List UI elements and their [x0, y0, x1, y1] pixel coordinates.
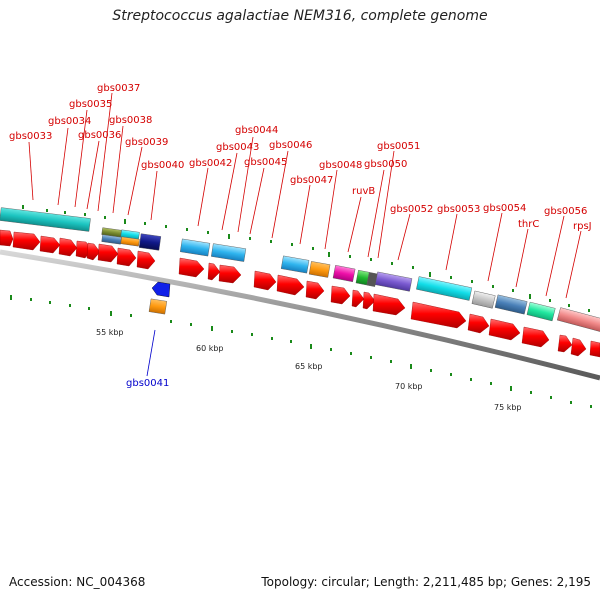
map-title: Streptococcus agalactiae NEM316, complet…: [112, 8, 488, 24]
cds-arrow: [12, 231, 41, 251]
cds-arrow: [305, 280, 325, 300]
cds-arrow: [0, 229, 14, 247]
scale-label: 55 kbp: [96, 328, 124, 337]
gene-label: gbs0040: [141, 160, 184, 171]
gene-label: gbs0042: [189, 158, 232, 169]
gene-label: gbs0048: [319, 160, 362, 171]
cds-arrow: [557, 334, 573, 353]
cds-arrow: [276, 274, 305, 296]
gene-label: gbs0045: [244, 157, 287, 168]
cds-arrow: [372, 293, 406, 316]
gene-label: gbs0036: [78, 130, 121, 141]
cds-arrow: [467, 313, 490, 334]
gene-label: ruvB: [352, 186, 375, 197]
scale-label: 70 kbp: [395, 382, 423, 391]
gene-reverse-orange: [148, 298, 168, 315]
scale-label: 75 kbp: [494, 403, 522, 412]
cds-arrow: [330, 285, 351, 305]
gene-label: gbs0038: [109, 115, 152, 126]
gene-label: gbs0039: [125, 137, 168, 148]
cds-arrow: [97, 243, 119, 263]
scale-label: 65 kbp: [295, 362, 323, 371]
cds-arrow: [589, 340, 600, 358]
gene-label: gbs0037: [97, 83, 140, 94]
gene-block: [526, 301, 556, 322]
scale-label-group: 55 kbp 60 kbp 65 kbp 70 kbp 75 kbp: [96, 328, 522, 412]
gene-label-group: gbs0033 gbs0034 gbs0035 gbs0036 gbs0037 …: [9, 83, 592, 232]
gene-reverse-blue: [151, 281, 171, 298]
cds-arrow: [488, 318, 521, 341]
gene-block: [120, 236, 140, 247]
gene-block: [0, 207, 91, 232]
gene-label: gbs0053: [437, 204, 480, 215]
cds-arrow: [86, 242, 101, 261]
gene-block: [374, 271, 413, 292]
gene-block: [180, 238, 211, 257]
tick-row-lower: [10, 295, 592, 408]
gene-block: [308, 261, 331, 278]
gene-label: thrC: [518, 219, 539, 230]
cds-arrow: [362, 291, 376, 310]
cds-arrow: [116, 247, 137, 267]
gene-block: [332, 264, 356, 283]
cds-arrow: [253, 270, 277, 291]
genome-backbone: [0, 249, 600, 381]
gene-label: gbs0052: [390, 204, 433, 215]
scale-label: 60 kbp: [196, 344, 224, 353]
gene-block: [556, 307, 600, 332]
cds-arrow: [218, 264, 242, 284]
cds-arrow: [570, 337, 587, 357]
cds-arrow: [410, 301, 467, 329]
gene-label: gbs0034: [48, 116, 91, 127]
gene-label-blue: gbs0041: [126, 378, 169, 389]
cds-arrow: [178, 257, 205, 278]
gene-block: [138, 233, 162, 251]
gene-label: gbs0054: [483, 203, 526, 214]
cds-arrow: [521, 326, 550, 348]
gene-block: [471, 290, 496, 309]
cds-arrow: [351, 289, 365, 308]
gene-block: [416, 276, 473, 301]
gene-label: gbs0044: [235, 125, 278, 136]
gene-label: gbs0056: [544, 206, 587, 217]
gene-block: [494, 294, 528, 315]
gene-label: gbs0046: [269, 140, 312, 151]
cds-arrow: [207, 262, 221, 281]
gene-label: rpsJ: [573, 221, 592, 232]
cds-arrow: [39, 235, 61, 254]
gene-label: gbs0035: [69, 99, 112, 110]
gene-block: [211, 243, 247, 262]
gene-label: gbs0051: [377, 141, 420, 152]
cds-arrow-track: [0, 229, 600, 358]
label-leader-line-blue: [146, 329, 156, 377]
gene-label: gbs0043: [216, 142, 259, 153]
gene-label: gbs0047: [290, 175, 333, 186]
genome-summary-text: Topology: circular; Length: 2,211,485 bp…: [261, 575, 591, 589]
gene-track-outer: [0, 207, 600, 332]
gene-label: gbs0033: [9, 131, 52, 142]
label-leader-lines: [28, 92, 582, 299]
cds-arrow: [136, 250, 156, 270]
cds-arrow: [58, 237, 78, 257]
gene-block: [280, 255, 310, 274]
gene-label: gbs0050: [364, 159, 407, 170]
accession-text: Accession: NC_004368: [9, 575, 146, 589]
tick-row-upper: [22, 205, 590, 312]
